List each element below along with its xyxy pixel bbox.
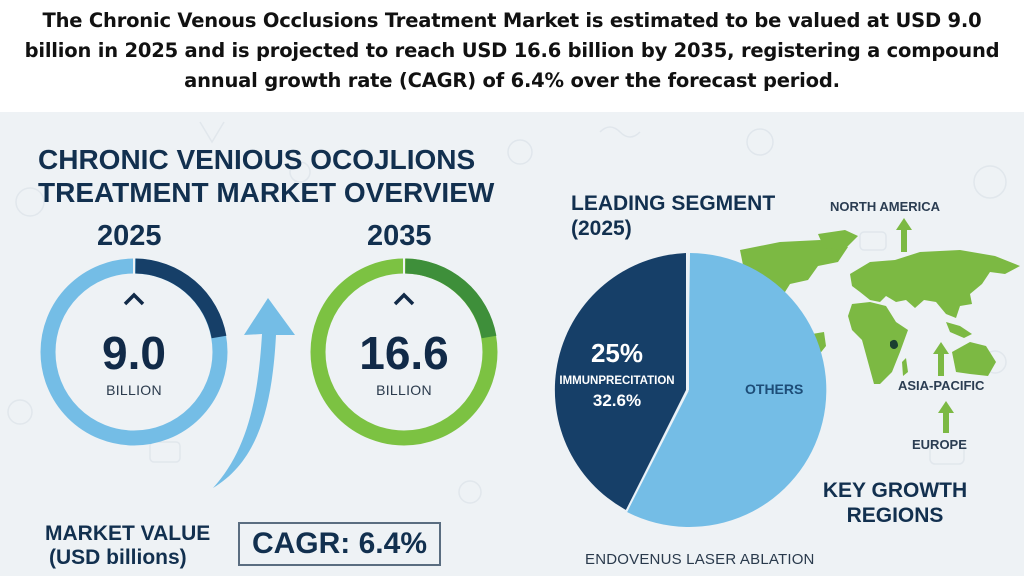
year-2035-label: 2035 [367,220,432,252]
leading-segment-line-2: (2025) [571,217,632,240]
ring-2035-accent [405,258,497,339]
market-value-rings [40,257,498,488]
background-pattern [7,121,1007,504]
ring-2035-unit: BILLION [376,382,432,398]
pie-slice-immunprecitation [554,253,686,510]
title-line-2: TREATMENT MARKET OVERVIEW [38,177,495,208]
cagr-badge: CAGR: 6.4% [238,522,441,566]
caret-up-icon [314,292,494,311]
leading-segment-title: LEADING SEGMENT (2025) [571,191,775,241]
arrow-up-icon [933,342,949,376]
page-title: CHRONIC VENIOUS OCOJLIONS TREATMENT MARK… [38,143,494,209]
key-growth-line-2: REGIONS [846,504,944,527]
pie-primary-label: IMMUNPRECITATION [559,375,675,387]
pie-primary-percent: 25% [590,338,644,368]
arrow-up-icon [938,401,954,433]
title-line-1: CHRONIC VENIOUS OCOJLIONS [38,144,476,175]
pie-primary-sub-percent: 32.6% [592,391,642,410]
growth-arrow-icon [213,298,295,488]
pie-slice-others [627,253,827,527]
key-growth-regions-title: KEY GROWTH REGIONS [820,478,970,528]
region-north-america: NORTH AMERICA [830,199,941,214]
region-asia-pacific: ASIA-PACIFIC [898,378,985,393]
year-2025-label: 2025 [97,220,162,252]
leading-segment-line-1: LEADING SEGMENT [571,192,776,215]
ring-2025-value: 9.0 [102,327,166,379]
region-europe: EUROPE [912,437,967,452]
pie-others-label: OTHERS [745,381,804,397]
arrow-up-icon [896,218,912,252]
caret-up-icon [44,292,224,311]
market-value-label: MARKET VALUE (USD billions) [45,522,210,570]
market-value-line-2: (USD billions) [49,546,187,569]
market-value-line-1: MARKET VALUE [45,522,211,545]
ring-2025-unit: BILLION [106,382,162,398]
header-summary: The Chronic Venous Occlusions Treatment … [24,9,1000,92]
ring-2025-accent [135,258,227,339]
leading-segment-pie-chart [554,253,827,527]
key-growth-line-1: KEY GROWTH [822,479,968,502]
ring-2035-value: 16.6 [359,327,449,379]
pie-bottom-label: ENDOVENUS LASER ABLATION [585,551,815,568]
header-banner: The Chronic Venous Occlusions Treatment … [0,0,1024,110]
infographic-panel: CHRONIC VENIOUS OCOJLIONS TREATMENT MARK… [0,112,1024,576]
